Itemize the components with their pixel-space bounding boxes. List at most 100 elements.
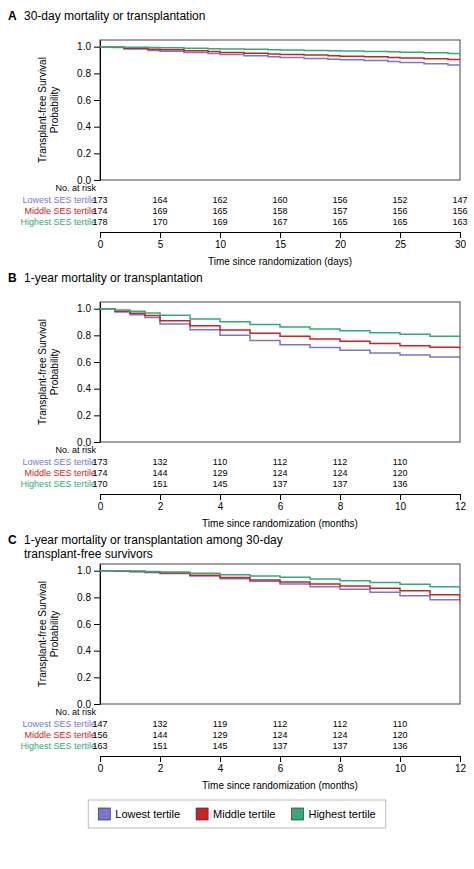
at-risk-count: 112 — [333, 719, 347, 729]
panel-subtitle: 30-day mortality or transplantation — [24, 9, 205, 23]
at-risk-count: 163 — [452, 217, 467, 227]
y-axis-title-line: Probability — [49, 611, 60, 658]
panel: A30-day mortality or transplantation0.00… — [8, 9, 468, 267]
at-risk-count: 162 — [212, 195, 227, 205]
x-tick-mark — [280, 232, 281, 238]
subtitle-line: 30-day mortality or transplantation — [24, 9, 205, 23]
x-axis-title: Time since randomization (months) — [202, 780, 358, 791]
at-risk-count: 151 — [152, 741, 167, 751]
at-risk-count: 147 — [92, 719, 107, 729]
x-tick-mark — [100, 232, 101, 238]
x-axis: 024681012 — [98, 494, 467, 512]
y-tick-mark — [94, 389, 100, 390]
at-risk-count: 158 — [272, 206, 287, 216]
plot-frame — [100, 40, 460, 180]
y-tick-label: 0.2 — [77, 410, 91, 421]
y-tick-label: 0.6 — [77, 95, 91, 106]
y-tick-mark — [94, 571, 100, 572]
at-risk-row-label: Middle SES tertile — [24, 206, 96, 216]
legend-item: Highest tertile — [291, 808, 375, 820]
at-risk-count: 136 — [392, 741, 407, 751]
y-tick-label: 0.8 — [77, 330, 91, 341]
y-tick-label: 0.4 — [77, 645, 91, 656]
survival-curve — [100, 309, 460, 339]
at-risk-count: 136 — [392, 479, 407, 489]
at-risk-count: 129 — [212, 730, 227, 740]
y-axis-line — [100, 565, 101, 705]
at-risk-count: 151 — [152, 479, 167, 489]
y-tick: 0.6 — [77, 619, 100, 630]
chart-svg: A30-day mortality or transplantation0.00… — [0, 0, 474, 869]
y-tick: 0.8 — [77, 330, 100, 341]
at-risk-count: 110 — [393, 457, 407, 467]
y-axis-title: Transplant-free SurvivalProbability — [37, 581, 60, 687]
y-axis: 0.00.20.40.60.81.0 — [77, 565, 100, 710]
x-tick: 5 — [158, 232, 164, 250]
x-axis: 024681012 — [98, 756, 467, 774]
y-tick-label: 0.2 — [77, 672, 91, 683]
x-tick: 15 — [275, 232, 287, 250]
at-risk-count: 165 — [332, 217, 347, 227]
x-tick: 4 — [218, 756, 224, 774]
at-risk-count: 132 — [152, 719, 167, 729]
at-risk-count: 110 — [393, 719, 407, 729]
x-tick: 6 — [278, 494, 284, 512]
x-tick-label: 0 — [98, 239, 104, 250]
at-risk-count: 170 — [92, 479, 107, 489]
y-tick: 1.0 — [77, 565, 100, 576]
y-axis-title-line: Probability — [49, 349, 60, 396]
x-tick: 8 — [338, 494, 344, 512]
y-tick-mark — [94, 362, 100, 363]
at-risk-count: 169 — [152, 206, 167, 216]
y-tick-mark — [94, 624, 100, 625]
legend-label: Middle tertile — [213, 808, 275, 820]
legend-frame — [88, 800, 385, 828]
at-risk-count: 147 — [452, 195, 467, 205]
at-risk-count: 129 — [212, 468, 227, 478]
x-tick: 10 — [215, 232, 227, 250]
survival-curve — [100, 571, 460, 605]
at-risk-count: 156 — [92, 730, 107, 740]
x-tick: 25 — [395, 232, 407, 250]
x-tick-mark — [220, 756, 221, 762]
x-tick-mark — [340, 756, 341, 762]
at-risk-count: 173 — [92, 195, 107, 205]
x-tick: 2 — [158, 756, 164, 774]
y-axis-title: Transplant-free SurvivalProbability — [37, 57, 60, 163]
subtitle-line: transplant-free survivors — [24, 547, 153, 561]
y-tick-mark — [94, 597, 100, 598]
at-risk-count: 169 — [212, 217, 227, 227]
at-risk-count: 174 — [92, 468, 107, 478]
at-risk-count: 165 — [212, 206, 227, 216]
x-tick-label: 30 — [455, 239, 467, 250]
x-tick-mark — [280, 494, 281, 500]
x-tick: 0 — [98, 756, 104, 774]
y-tick-mark — [94, 651, 100, 652]
y-tick: 1.0 — [77, 41, 100, 52]
at-risk-title: No. at risk — [55, 445, 96, 455]
x-tick-label: 2 — [158, 501, 164, 512]
curves — [100, 309, 460, 359]
legend-item: Middle tertile — [196, 808, 275, 820]
legend-swatch — [196, 808, 208, 820]
survival-curve — [100, 47, 460, 56]
x-tick-label: 6 — [278, 501, 284, 512]
legend: Lowest tertileMiddle tertileHighest tert… — [88, 800, 385, 828]
x-tick-mark — [400, 756, 401, 762]
at-risk-row-label: Highest SES tertile — [20, 479, 96, 489]
at-risk-count: 145 — [212, 741, 227, 751]
at-risk-count: 119 — [213, 719, 227, 729]
panel-title: A — [8, 9, 17, 23]
x-tick: 20 — [335, 232, 347, 250]
at-risk-count: 112 — [273, 719, 287, 729]
panel-title: B — [8, 271, 17, 285]
x-tick: 12 — [455, 756, 467, 774]
at-risk-row-label: Highest SES tertile — [20, 741, 96, 751]
at-risk-count: 178 — [92, 217, 107, 227]
at-risk-count: 144 — [152, 468, 167, 478]
at-risk-count: 124 — [272, 730, 287, 740]
panel: C1-year mortality or transplantation amo… — [8, 533, 466, 791]
x-tick: 6 — [278, 756, 284, 774]
curves — [100, 571, 460, 605]
y-tick: 0.6 — [77, 357, 100, 368]
